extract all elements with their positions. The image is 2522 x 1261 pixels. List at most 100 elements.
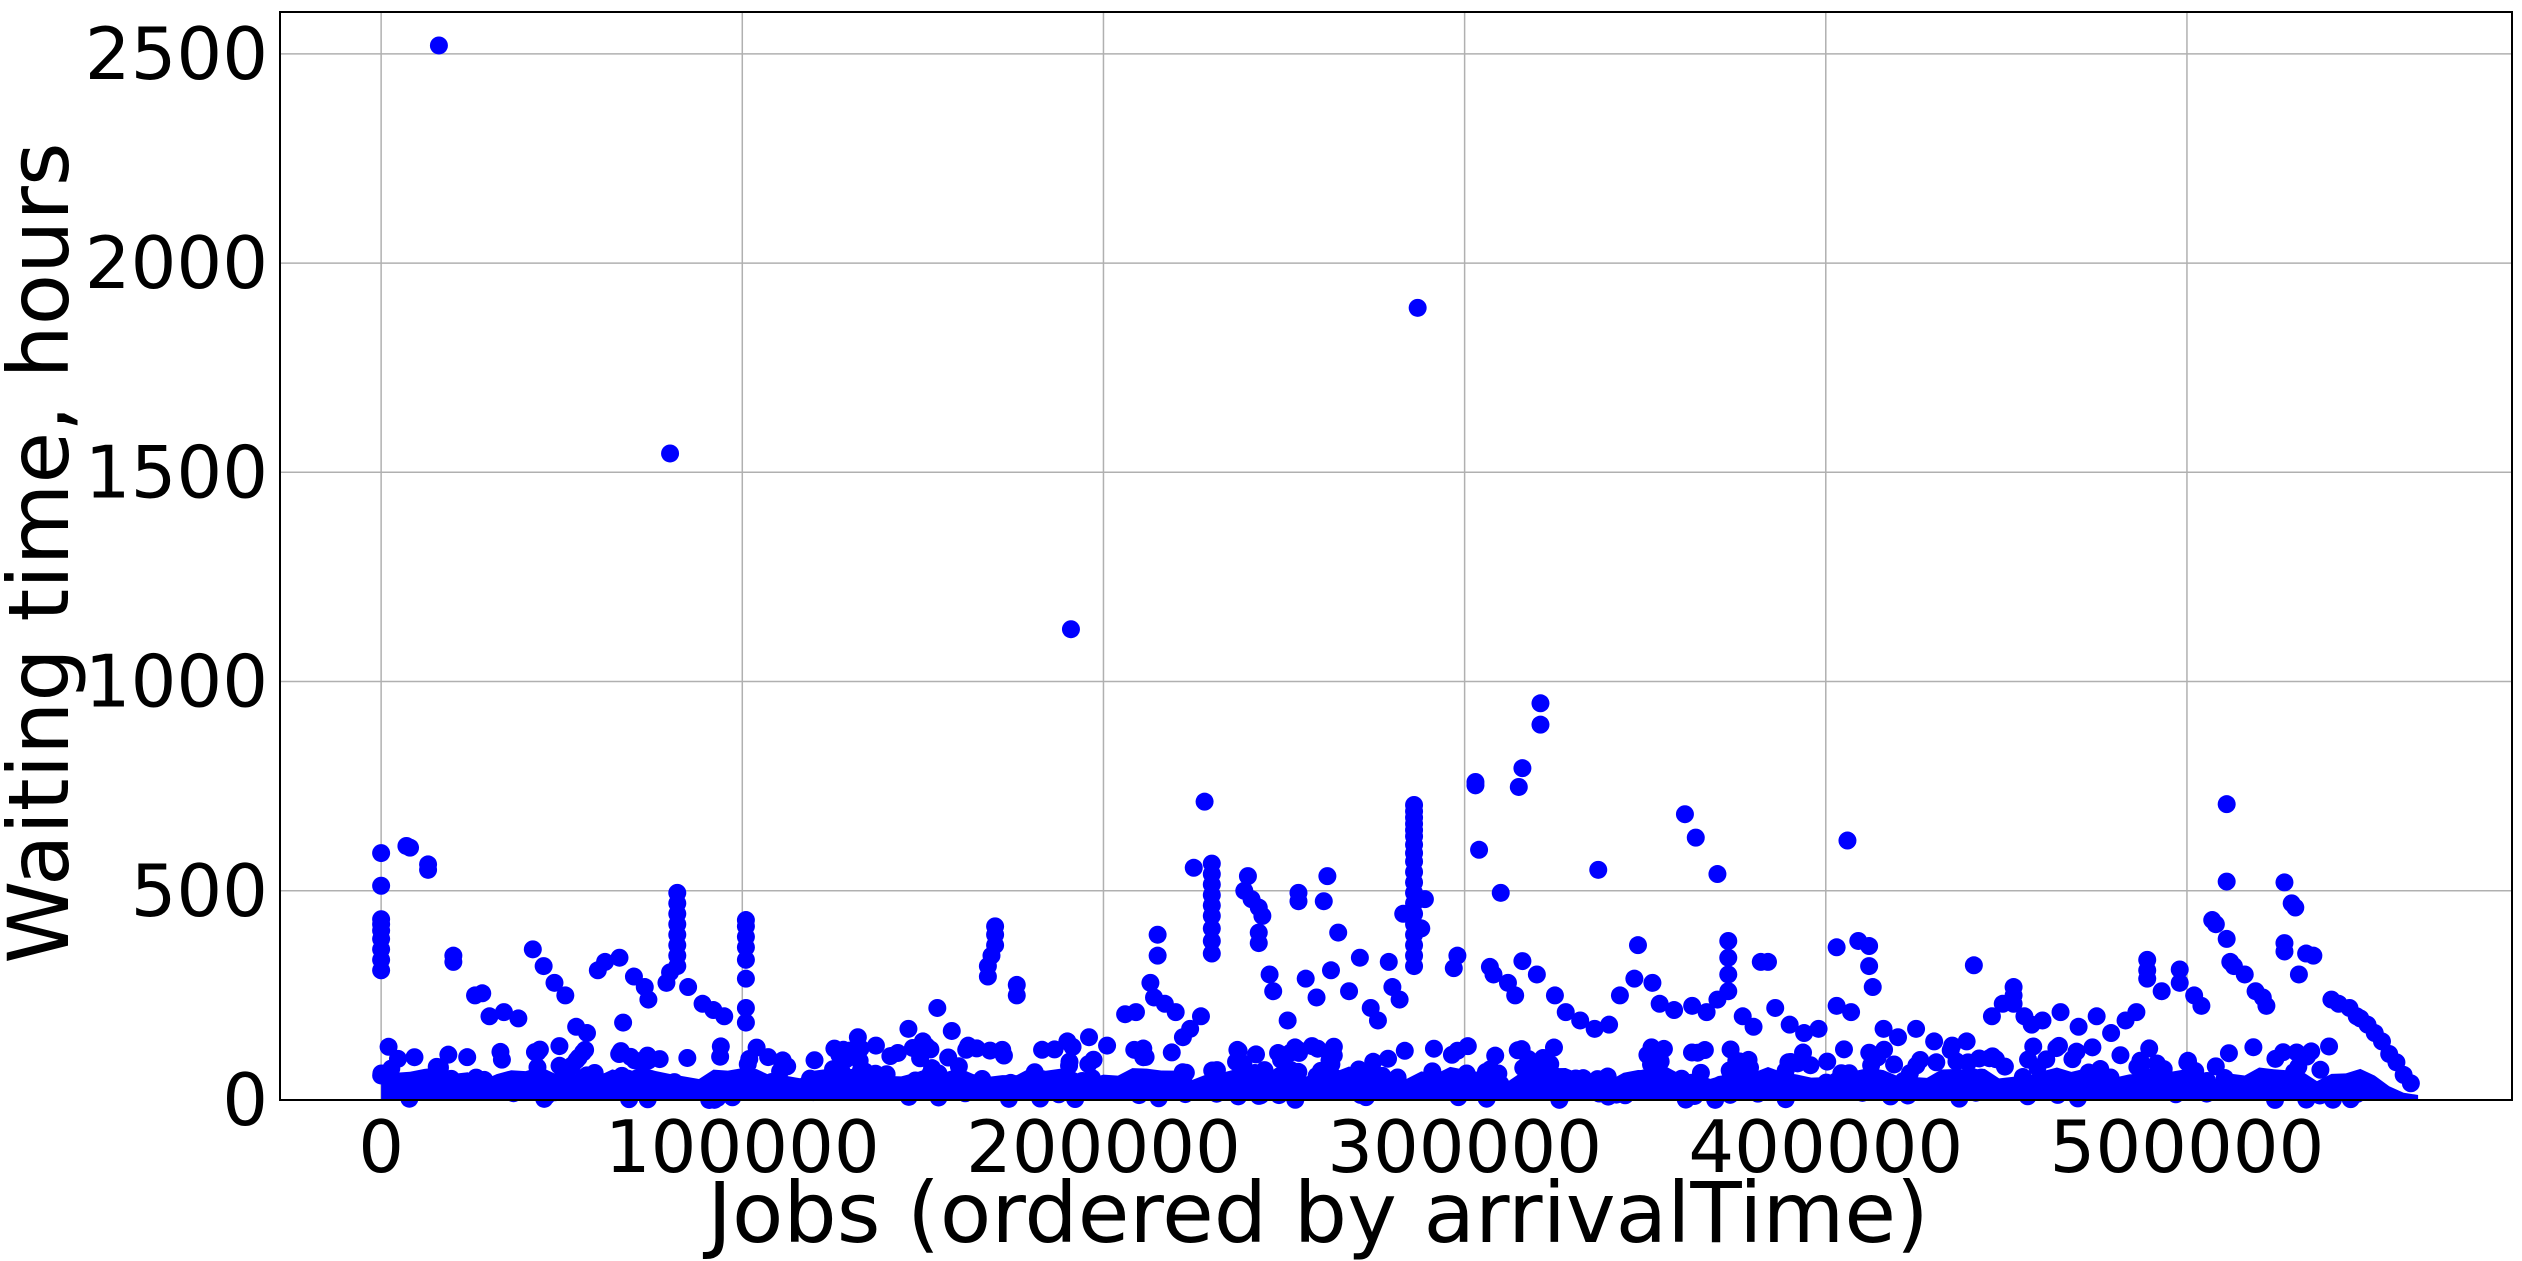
data-point: [2127, 1003, 2146, 1022]
x-tick-label: 0: [358, 1105, 404, 1189]
dense-point: [2128, 1057, 2147, 1076]
dense-point: [631, 1073, 650, 1092]
dense-point: [1031, 1089, 1050, 1108]
data-point: [1628, 936, 1647, 955]
dense-point: [1395, 1041, 1414, 1060]
data-point: [736, 969, 755, 988]
dense-point: [762, 1072, 781, 1091]
dense-point: [1113, 1077, 1132, 1096]
data-point: [1444, 959, 1463, 978]
data-point: [419, 860, 438, 879]
dense-point: [1959, 1053, 1978, 1072]
data-point: [1556, 1003, 1575, 1022]
dense-point: [1654, 1039, 1673, 1058]
dense-point: [577, 1066, 596, 1085]
dense-point: [563, 1073, 582, 1092]
data-point: [1708, 865, 1727, 884]
dense-point: [1309, 1075, 1328, 1094]
dense-point: [1134, 1048, 1153, 1067]
data-point: [1148, 925, 1167, 944]
data-point: [1278, 1011, 1297, 1030]
dense-point: [866, 1064, 885, 1083]
data-point: [534, 957, 553, 976]
dense-point: [899, 1087, 918, 1106]
data-point: [1296, 969, 1315, 988]
dense-point: [1457, 1064, 1476, 1083]
dense-point: [801, 1069, 820, 1088]
data-point: [545, 973, 564, 992]
data-point: [1665, 1001, 1684, 1020]
data-point: [1527, 965, 1546, 984]
dense-point: [2083, 1038, 2102, 1057]
data-point: [1683, 996, 1702, 1015]
dense-point: [1607, 1083, 1626, 1102]
dense-point: [833, 1063, 852, 1082]
y-tick-label: 2000: [85, 221, 268, 305]
dense-point: [1424, 1039, 1443, 1058]
dense-point: [678, 1048, 697, 1067]
data-point: [1600, 1015, 1619, 1034]
dense-point: [2018, 1087, 2037, 1106]
dense-point: [458, 1048, 477, 1067]
data-point: [1531, 694, 1550, 713]
data-point: [1513, 759, 1532, 778]
data-point: [928, 998, 947, 1017]
dense-point: [1458, 1037, 1477, 1056]
dense-point: [491, 1042, 510, 1061]
data-point: [1585, 1019, 1604, 1038]
data-point: [372, 961, 391, 980]
data-point: [1982, 1007, 2001, 1026]
data-point: [1379, 952, 1398, 971]
dense-point: [1060, 1052, 1079, 1071]
data-point: [2286, 898, 2305, 917]
dense-point: [1255, 1061, 1274, 1080]
dense-point: [921, 1064, 940, 1083]
data-point: [1531, 715, 1550, 734]
data-point: [1759, 952, 1777, 971]
data-point: [1148, 946, 1167, 965]
dense-point: [1289, 1062, 1308, 1081]
data-point: [2235, 965, 2254, 984]
data-point: [1412, 919, 1431, 938]
dense-point: [485, 1077, 504, 1096]
dense-point: [2143, 1072, 2162, 1091]
data-point: [1202, 944, 1221, 963]
dense-point: [1379, 1049, 1398, 1068]
grid-lines: [280, 12, 2512, 1101]
dense-point: [439, 1045, 458, 1064]
data-point: [1405, 957, 1424, 976]
dense-point: [851, 1061, 870, 1080]
data-point: [1744, 1017, 1763, 1036]
dense-point: [1165, 1076, 1184, 1095]
data-point: [1643, 973, 1662, 992]
dense-point: [2111, 1046, 2130, 1065]
data-point: [2217, 872, 2236, 891]
dense-point: [1449, 1088, 1468, 1107]
data-point: [736, 998, 755, 1017]
data-point: [2170, 973, 2189, 992]
dense-point: [1308, 1039, 1327, 1058]
dense-point: [1950, 1089, 1969, 1108]
data-point: [1264, 982, 1283, 1001]
data-point: [657, 973, 676, 992]
data-point: [1545, 986, 1564, 1005]
data-point: [942, 1021, 961, 1040]
dense-point: [1423, 1062, 1442, 1081]
dense-point: [1818, 1052, 1837, 1071]
data-point: [1007, 986, 1026, 1005]
data-point: [1202, 919, 1221, 938]
dense-point: [1788, 1054, 1807, 1073]
data-point: [1795, 1024, 1814, 1043]
dense-point: [1635, 1069, 1654, 1088]
dense-point: [550, 1037, 569, 1056]
data-point: [494, 1003, 513, 1022]
data-point: [614, 1013, 633, 1032]
dense-point: [382, 1059, 401, 1078]
dense-point: [1860, 1043, 1879, 1062]
dense-point: [2311, 1060, 2330, 1079]
dense-point: [1907, 1056, 1926, 1075]
data-point: [1195, 792, 1214, 811]
dense-point: [1817, 1073, 1836, 1092]
data-point: [2217, 929, 2236, 948]
y-axis-label: Waiting time, hours: [0, 142, 88, 963]
